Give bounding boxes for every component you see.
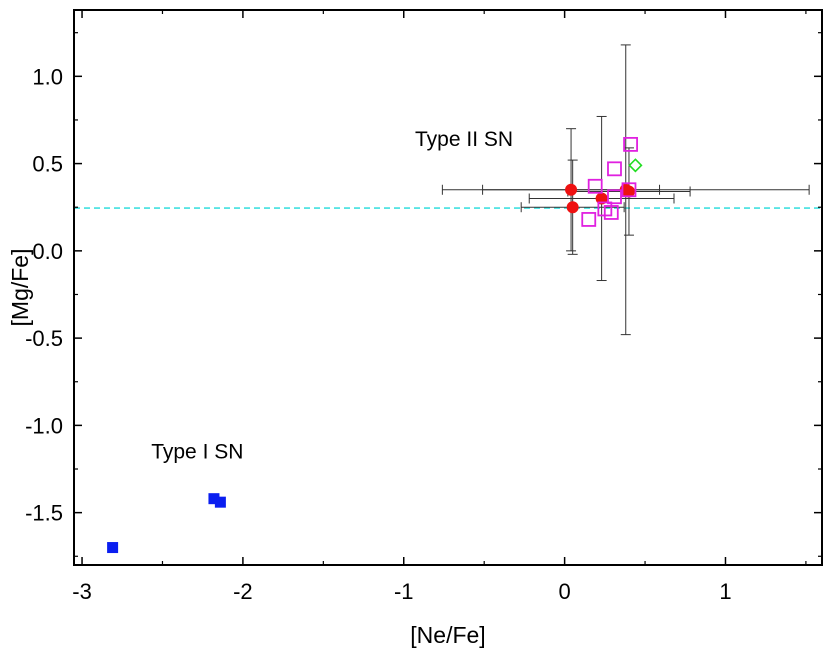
x-axis-label: [Ne/Fe]: [410, 622, 485, 648]
data-point-blue-square: [208, 493, 220, 505]
points-layer: [107, 136, 643, 554]
data-point-magenta-square: [607, 189, 622, 205]
x-tick-label: 1: [719, 579, 731, 604]
x-tick-label: -2: [233, 579, 253, 604]
data-point-magenta-square: [607, 161, 622, 177]
y-tick-label: 0.5: [32, 152, 63, 177]
data-point-magenta-square: [581, 212, 597, 227]
data-point-blue-square: [107, 542, 119, 554]
data-point-red-circle: [565, 183, 578, 196]
x-tick-label: 0: [558, 579, 570, 604]
data-point-red-circle: [595, 192, 608, 205]
ticks-layer: -3 -2 -1 0 1 -1.5 -1.0 -0.5 0.0 0.5 1.0: [25, 10, 822, 604]
data-point-green-diamond: [628, 158, 643, 173]
data-point-magenta-square: [603, 205, 619, 220]
y-axis-label: [Mg/Fe]: [7, 249, 33, 327]
data-point-red-circle: [622, 185, 635, 198]
data-point-magenta-square: [623, 136, 638, 152]
annotation-type-i-sn: Type I SN: [151, 441, 243, 464]
annotation-type-ii-sn: Type II SN: [415, 128, 513, 151]
y-tick-label: 0.0: [32, 239, 63, 264]
data-point-blue-square: [214, 496, 226, 508]
y-tick-label: -1.5: [25, 501, 63, 526]
y-tick-label: -1.0: [25, 413, 63, 438]
x-tick-label: -1: [394, 579, 414, 604]
x-tick-label: -3: [72, 579, 92, 604]
data-point-magenta-square: [587, 178, 603, 194]
data-point-red-circle: [566, 201, 579, 214]
y-tick-label: 1.0: [32, 64, 63, 89]
plot-frame: [73, 9, 823, 566]
data-point-magenta-square: [621, 182, 637, 198]
y-tick-label: -0.5: [25, 326, 63, 351]
